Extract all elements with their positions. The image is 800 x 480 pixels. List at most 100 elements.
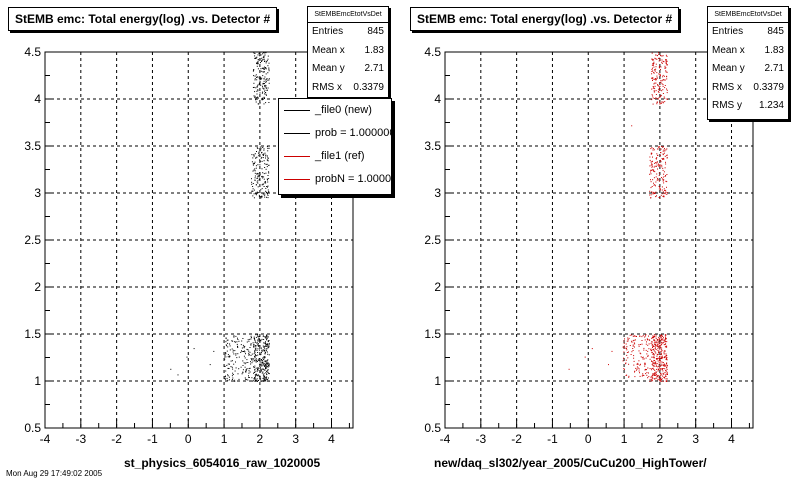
data-point [265,92,267,93]
data-point [250,338,252,340]
data-point [633,364,635,366]
data-point [265,182,267,184]
x-tick-label: -2 [511,432,522,446]
data-point [265,360,266,362]
data-point [266,380,268,382]
data-point [662,150,664,152]
data-point [253,353,255,355]
data-point [655,372,657,374]
data-point [263,59,265,61]
data-point [261,151,263,153]
data-point [238,340,240,342]
data-point [229,355,231,357]
data-point [256,374,258,376]
data-point [652,160,653,162]
data-point [265,348,267,350]
data-point [662,79,664,81]
data-point [266,60,268,62]
data-point [650,348,652,350]
data-point [255,358,257,360]
data-point [232,374,234,375]
data-point [659,164,661,166]
data-point [256,151,257,152]
data-point [643,358,645,360]
data-point [661,59,663,61]
data-point [256,381,258,382]
data-point [662,191,664,193]
data-point [227,356,229,358]
data-point [263,154,264,156]
data-point [256,63,258,65]
x-tick-label: -4 [40,432,51,446]
data-point [649,358,651,360]
data-point [634,343,636,345]
data-point [263,377,265,379]
data-point [260,68,262,70]
data-point [659,348,661,350]
data-point [624,338,625,340]
data-point [649,368,651,370]
data-point [660,337,662,339]
data-point [661,83,663,85]
data-point [639,364,641,366]
data-point [254,97,256,99]
data-point [658,175,660,176]
data-point [263,375,265,377]
data-point [261,184,263,186]
data-point [663,171,665,173]
data-point [238,378,240,380]
y-tick-label: 4.5 [424,45,441,59]
data-point [657,85,659,87]
data-point [252,87,254,88]
data-point [267,347,269,349]
data-point [262,157,264,159]
data-point [660,148,662,150]
data-point [255,74,257,76]
data-point [267,89,268,91]
data-point [252,186,254,187]
data-point [233,336,235,338]
data-point [255,355,257,357]
data-point [259,360,261,362]
data-point [254,53,256,54]
data-point [665,346,667,348]
data-point [256,191,258,193]
data-point [226,364,228,366]
data-point [664,356,665,358]
data-point [639,375,641,377]
data-point [659,338,661,340]
data-point [268,380,270,382]
y-tick-label: 0.5 [24,421,41,435]
data-point [225,370,227,372]
data-point [658,146,660,148]
data-point [262,183,264,185]
data-point [251,161,253,163]
data-point [655,90,657,92]
data-point [267,359,269,361]
data-point [259,345,261,347]
data-point [264,52,266,54]
data-point [651,161,653,163]
data-point [252,360,254,362]
data-point [651,380,653,382]
data-point [264,369,266,371]
data-point [268,340,270,342]
data-point [653,193,655,195]
data-point [662,180,664,182]
data-point [662,79,664,80]
data-point [256,147,258,149]
data-point [654,335,656,337]
data-point [258,152,260,154]
data-point [656,164,658,166]
data-point [258,374,259,376]
data-point [254,348,256,350]
data-point [666,362,668,364]
data-point [654,372,656,374]
data-point [659,367,661,369]
data-point [267,371,269,373]
data-point [265,368,266,370]
data-point [257,335,259,337]
data-point [661,347,663,349]
data-point [650,376,652,378]
data-point [657,343,659,345]
